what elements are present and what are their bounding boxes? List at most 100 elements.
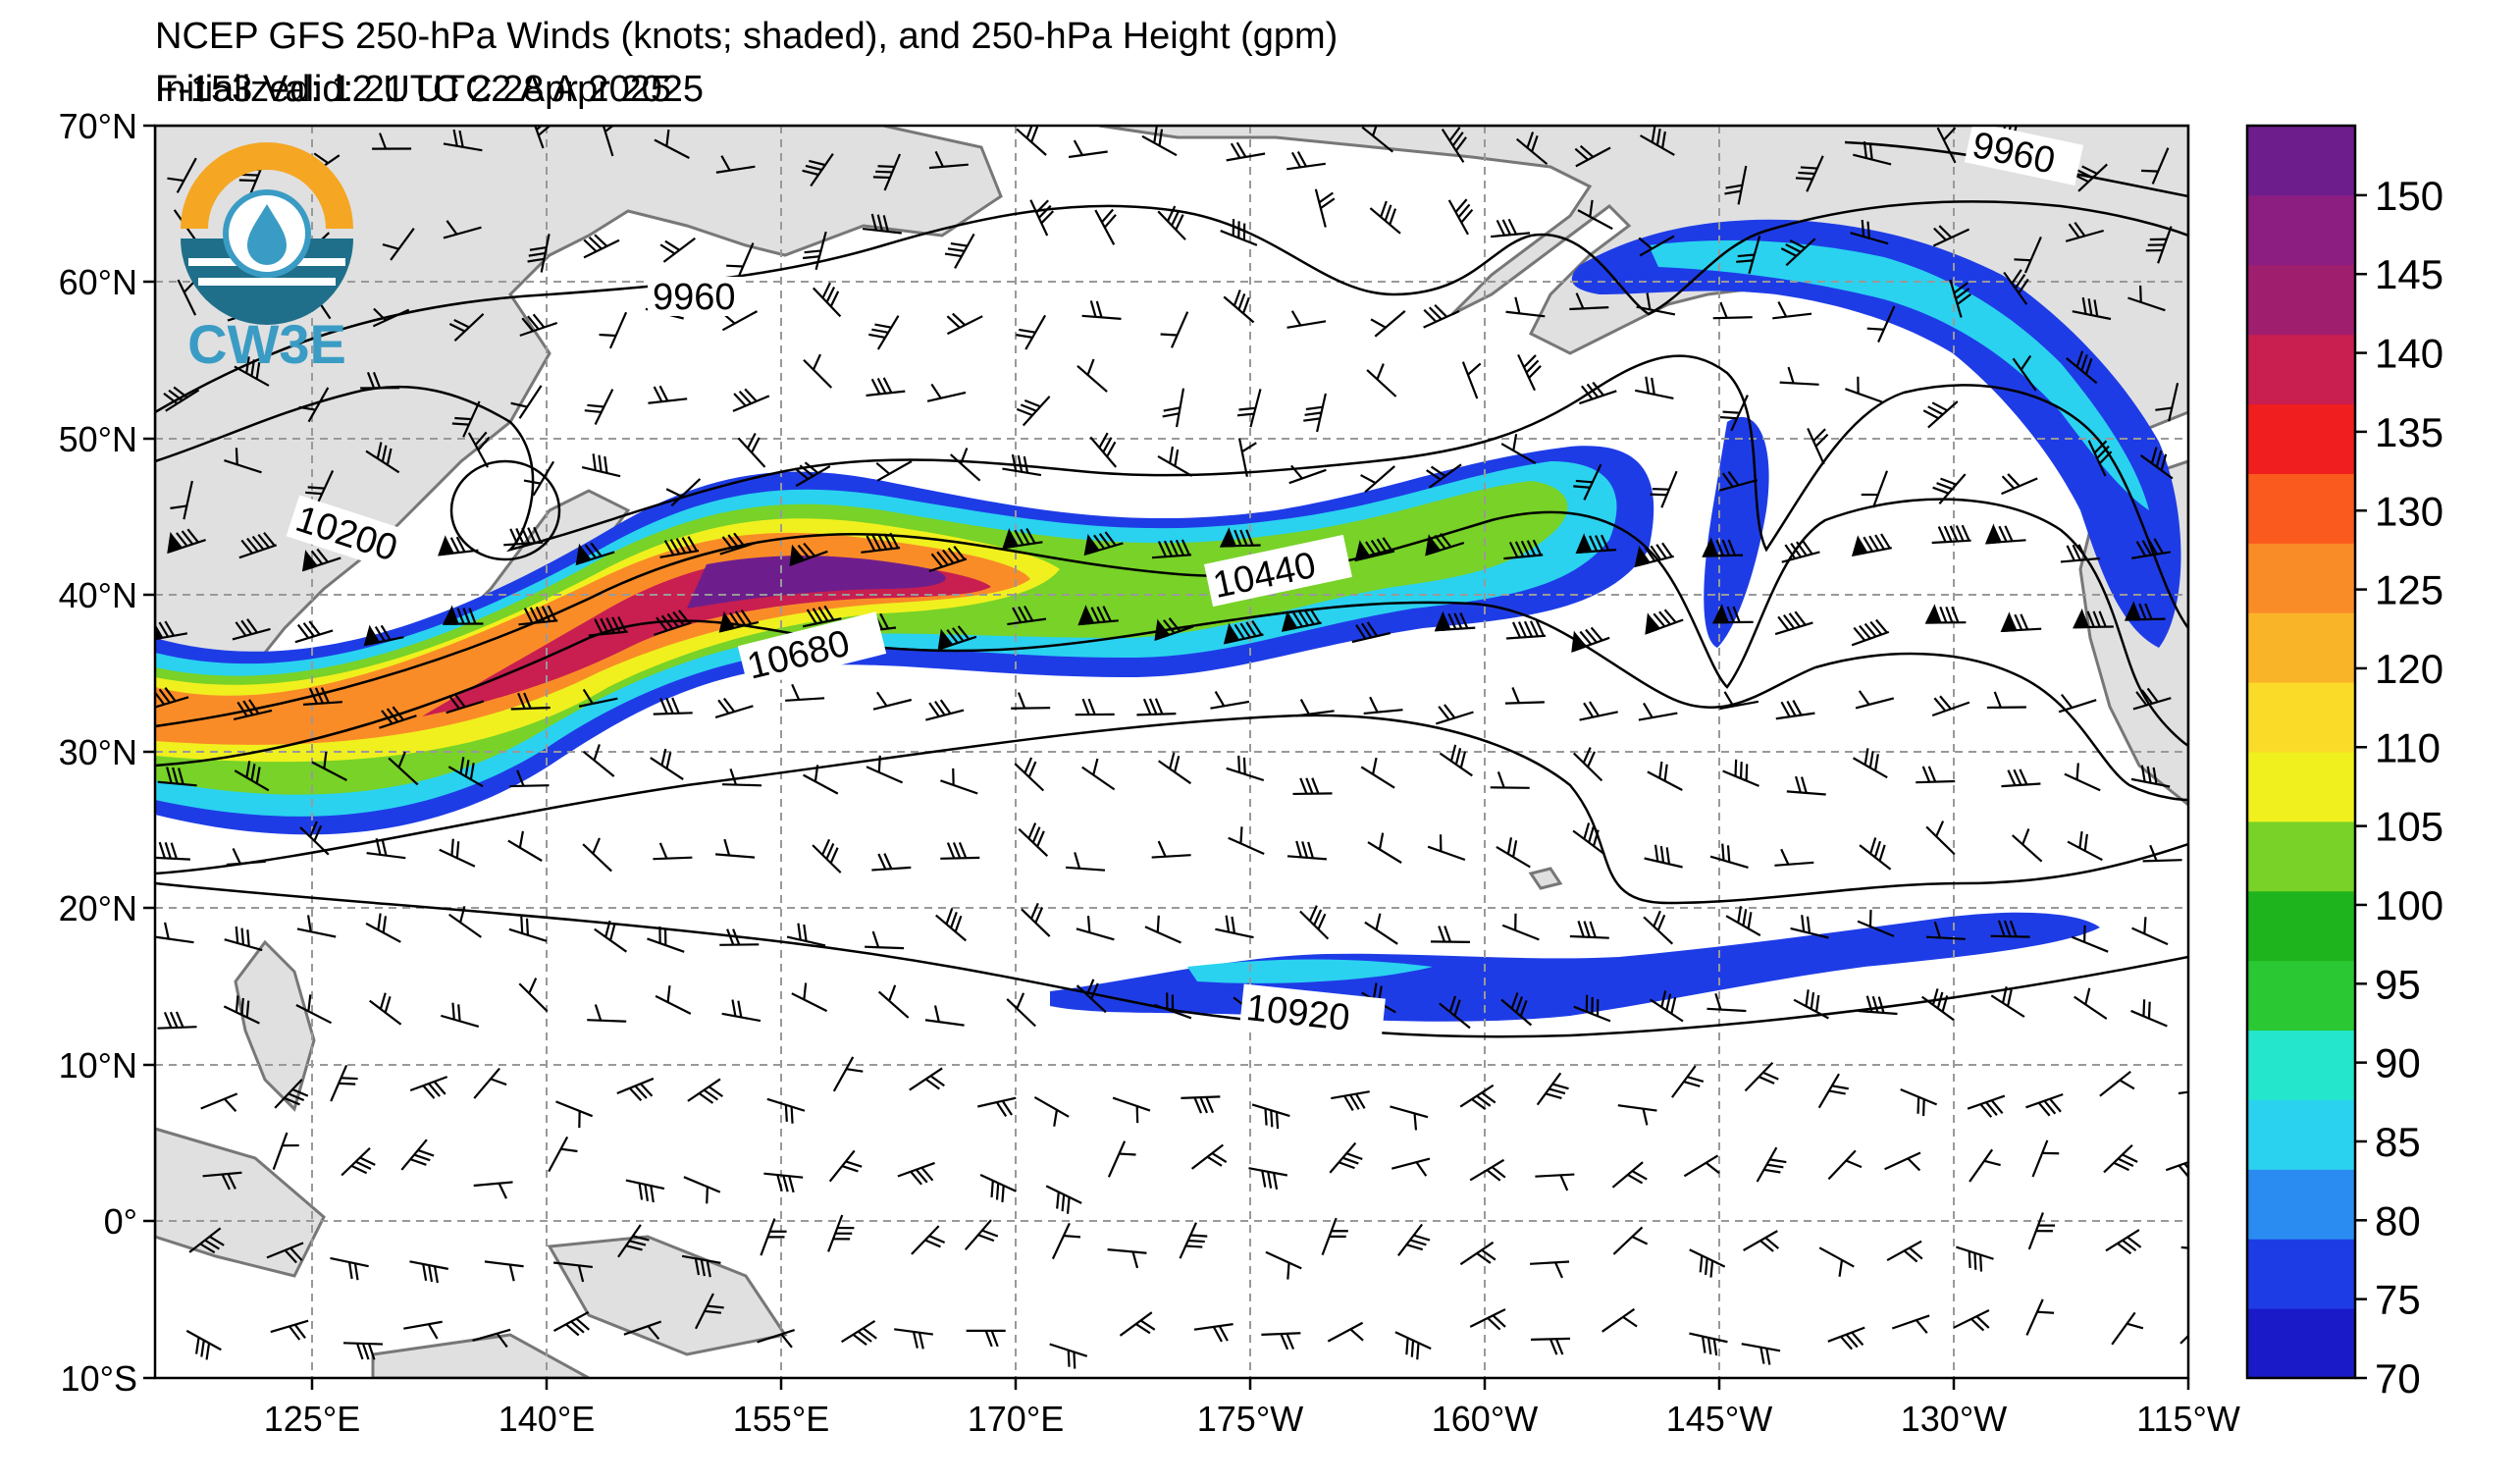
wind-barb bbox=[2139, 447, 2174, 480]
colorbar-tick-label: 140 bbox=[2375, 331, 2443, 377]
wind-barb bbox=[803, 765, 839, 795]
wind-barb bbox=[1506, 619, 1547, 640]
colorbar-tick-label: 110 bbox=[2375, 724, 2441, 770]
wind-barb bbox=[1719, 395, 1749, 432]
wind-barb bbox=[1321, 1217, 1348, 1255]
wind-barb bbox=[1500, 434, 1537, 465]
wind-barb bbox=[552, 1310, 590, 1337]
wind-barb bbox=[950, 448, 981, 482]
wind-barb bbox=[2087, 440, 2113, 477]
lat-label-20n: 20°N bbox=[59, 888, 137, 928]
wind-barb bbox=[446, 693, 485, 715]
valid-time: F-153 Valid: 21 UTC 28 Apr 2025 bbox=[155, 69, 705, 110]
wind-barb bbox=[1925, 921, 1966, 940]
wind-barb bbox=[372, 307, 410, 328]
wind-barb bbox=[1575, 533, 1617, 555]
lon-label-130w: 130°W bbox=[1901, 1399, 2007, 1439]
wind-barb bbox=[2027, 1212, 2056, 1250]
wind-barb bbox=[233, 699, 273, 720]
wind-barb bbox=[1634, 542, 1674, 568]
wind-barb bbox=[509, 769, 550, 788]
wind-barb bbox=[2067, 830, 2103, 862]
wind-barb bbox=[1793, 989, 1829, 1020]
wind-barb bbox=[1021, 902, 1051, 937]
wind-barb bbox=[594, 920, 628, 953]
wind-barb bbox=[791, 982, 828, 1013]
wind-barb bbox=[1029, 199, 1055, 237]
wind-barb bbox=[274, 1079, 309, 1109]
wind-barb bbox=[946, 312, 983, 336]
wind-barb bbox=[223, 995, 260, 1025]
wind-barb bbox=[1775, 700, 1815, 720]
colorbar-tick-label: 70 bbox=[2375, 1355, 2421, 1402]
wind-barb bbox=[1226, 755, 1265, 782]
wind-barb bbox=[1094, 208, 1117, 245]
wind-barb bbox=[1573, 747, 1603, 782]
colorbar-segment bbox=[2247, 403, 2355, 474]
wind-barb bbox=[1435, 704, 1474, 725]
wind-barb bbox=[1573, 463, 1602, 501]
wind-barb bbox=[1223, 619, 1264, 645]
wind-barb bbox=[1351, 621, 1391, 644]
wind-barb bbox=[224, 448, 262, 474]
wind-barb bbox=[1601, 1307, 1638, 1333]
wind-barb bbox=[298, 387, 330, 423]
wind-barb bbox=[1702, 537, 1744, 557]
wind-barb bbox=[654, 129, 690, 159]
wind-barb bbox=[1932, 225, 1970, 247]
wind-barb bbox=[1151, 840, 1191, 859]
wind-barb bbox=[2031, 1139, 2060, 1178]
wind-barb bbox=[1719, 691, 1759, 711]
wind-barb bbox=[1636, 292, 1676, 316]
wind-barb bbox=[1089, 432, 1118, 468]
wind-barb bbox=[653, 842, 693, 861]
colorbar-tick-label: 120 bbox=[2375, 646, 2443, 692]
wind-barb bbox=[1984, 523, 2026, 545]
colorbar-segment bbox=[2247, 126, 2355, 196]
wind-barb bbox=[803, 353, 833, 389]
wind-barb bbox=[200, 1092, 238, 1112]
subtropical-jet-core bbox=[1187, 959, 1433, 983]
wind-barb bbox=[1724, 165, 1748, 205]
wind-barb bbox=[940, 768, 978, 795]
wind-barb bbox=[785, 683, 825, 702]
wind-barb bbox=[1190, 1143, 1228, 1170]
colorbar-frame bbox=[2245, 124, 2357, 1380]
wind-barb bbox=[1725, 906, 1761, 937]
wind-barb bbox=[1781, 539, 1820, 563]
wind-barb bbox=[1780, 238, 1816, 267]
wind-barb bbox=[1439, 744, 1473, 777]
wind-barb bbox=[1228, 826, 1265, 856]
wind-barb bbox=[1179, 1222, 1208, 1259]
wind-barb bbox=[2001, 473, 2038, 496]
wind-barb bbox=[1807, 428, 1829, 465]
wind-barb bbox=[2124, 601, 2166, 621]
wind-barb bbox=[763, 1172, 804, 1193]
wind-barb bbox=[155, 922, 194, 944]
wind-barbs bbox=[155, 126, 2188, 1369]
wind-barb bbox=[363, 624, 404, 647]
wind-barb bbox=[366, 838, 406, 860]
wind-barb bbox=[1363, 696, 1403, 715]
wind-barb bbox=[301, 548, 341, 572]
wind-barb bbox=[2111, 1311, 2144, 1346]
wind-barb bbox=[1354, 537, 1395, 562]
wind-barb bbox=[1369, 200, 1401, 235]
lon-label-160w: 160°W bbox=[1432, 1399, 1538, 1439]
wind-barb bbox=[1671, 1065, 1705, 1098]
contour-10680 bbox=[155, 601, 2188, 802]
wind-barb bbox=[925, 699, 965, 721]
wind-barb bbox=[518, 605, 558, 626]
wind-barb bbox=[1635, 376, 1674, 399]
wind-barb bbox=[926, 383, 967, 402]
wind-barb bbox=[1193, 1323, 1234, 1343]
wind-barb bbox=[451, 400, 481, 438]
wind-barb bbox=[2103, 1143, 2138, 1174]
colorbar-tick-label: 100 bbox=[2375, 882, 2443, 928]
wind-barb bbox=[935, 908, 968, 942]
wind-barb bbox=[966, 1329, 1006, 1348]
wind-barb bbox=[400, 1139, 435, 1171]
wind-barb bbox=[388, 751, 419, 786]
wind-barb bbox=[1853, 141, 1892, 166]
wind-barb bbox=[650, 748, 684, 781]
